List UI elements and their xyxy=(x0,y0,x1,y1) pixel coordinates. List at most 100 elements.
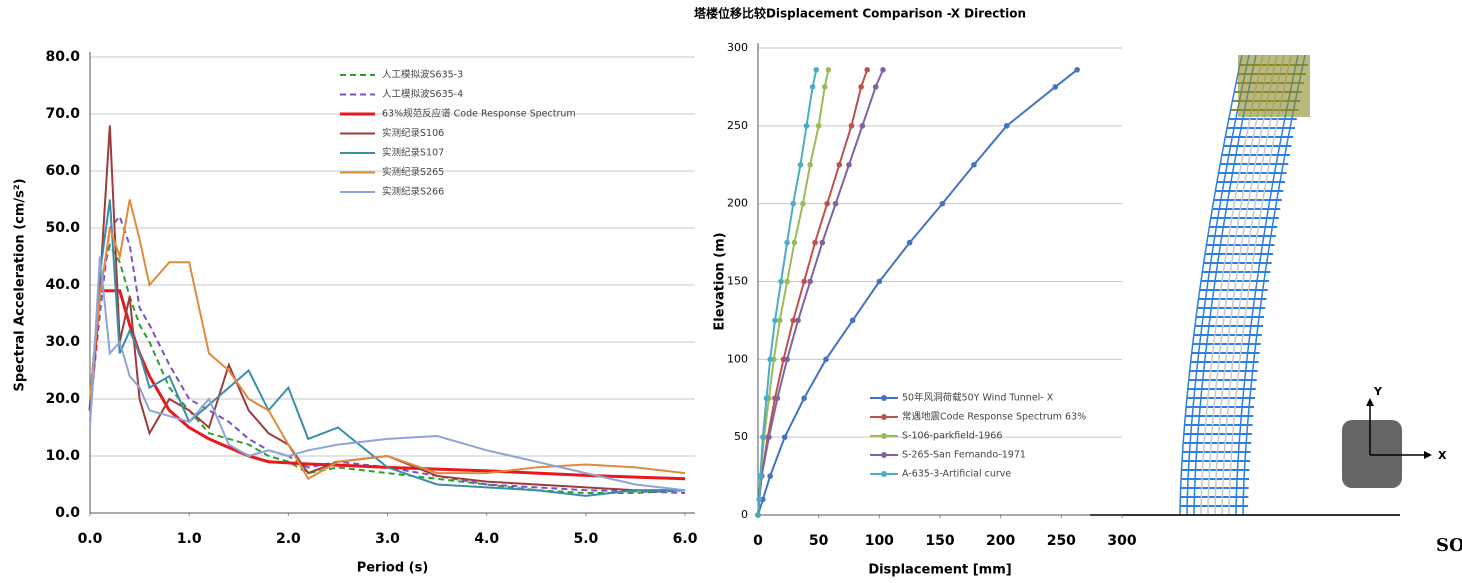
point-marker xyxy=(784,240,790,246)
legend-label: 人工模拟波S635-4 xyxy=(382,88,463,100)
legend-label: A-635-3-Artificial curve xyxy=(902,469,1011,480)
y-axis-label: Elevation (m) xyxy=(713,232,728,330)
y-tick-label: 200 xyxy=(727,197,748,210)
y-axis-label: Spectral Acceleration (cm/s²) xyxy=(13,178,28,391)
point-marker xyxy=(824,201,830,207)
point-marker xyxy=(775,395,781,401)
x-tick-label: 2.0 xyxy=(276,531,301,547)
y-tick-label: 100 xyxy=(727,352,748,365)
x-tick-label: 6.0 xyxy=(673,531,698,547)
point-marker xyxy=(792,240,798,246)
point-marker xyxy=(940,201,946,207)
legend-marker xyxy=(881,433,887,439)
legend-marker xyxy=(881,414,887,420)
y-tick-label: 250 xyxy=(727,119,748,132)
legend-marker xyxy=(881,395,887,401)
legend-label: 实测纪录S265 xyxy=(382,166,444,178)
y-tick-label: 60.0 xyxy=(45,163,80,179)
point-marker xyxy=(877,279,883,285)
legend-label: 实测纪录S107 xyxy=(382,147,444,159)
series-line xyxy=(90,200,685,479)
point-marker xyxy=(822,84,828,90)
plan-icon: Y X xyxy=(1342,385,1447,488)
legend-label: 50年风洞荷载50Y Wind Tunnel- X xyxy=(902,392,1054,404)
point-marker xyxy=(823,357,829,363)
point-marker xyxy=(816,123,822,129)
series-line xyxy=(758,70,828,515)
point-marker xyxy=(767,357,773,363)
series-line xyxy=(90,291,685,479)
point-marker xyxy=(790,318,796,324)
point-marker xyxy=(873,84,879,90)
x-tick-label: 3.0 xyxy=(375,531,400,547)
chart-title: 塔楼位移比较Displacement Comparison -X Directi… xyxy=(694,6,1026,21)
y-tick-label: 80.0 xyxy=(45,49,80,65)
point-marker xyxy=(800,201,806,207)
point-marker xyxy=(755,512,761,518)
x-tick-label: 50 xyxy=(809,533,829,549)
y-tick-label: 30.0 xyxy=(45,334,80,350)
series-line xyxy=(758,70,867,515)
point-marker xyxy=(833,201,839,207)
point-marker xyxy=(971,162,977,168)
page: Y X SO 0.010.020.030.040.050.060.070.080… xyxy=(0,0,1462,579)
point-marker xyxy=(795,318,801,324)
x-axis-label: Displacement [mm] xyxy=(868,563,1011,578)
y-tick-label: 40.0 xyxy=(45,277,80,293)
point-marker xyxy=(782,434,788,440)
point-marker xyxy=(880,67,886,73)
logo: SO xyxy=(1436,535,1462,556)
crown xyxy=(1238,55,1310,117)
x-tick-label: 200 xyxy=(986,533,1015,549)
point-marker xyxy=(850,318,856,324)
point-marker xyxy=(778,279,784,285)
plan-section xyxy=(1342,420,1402,488)
legend-label: 人工模拟波S635-3 xyxy=(382,69,463,81)
point-marker xyxy=(766,434,772,440)
y-tick-label: 20.0 xyxy=(45,391,80,407)
point-marker xyxy=(804,123,810,129)
legend-marker xyxy=(881,452,887,458)
point-marker xyxy=(849,123,855,129)
point-marker xyxy=(801,279,807,285)
x-tick-label: 4.0 xyxy=(474,531,499,547)
column-line xyxy=(1243,55,1305,515)
x-tick-label: 5.0 xyxy=(573,531,598,547)
point-marker xyxy=(807,279,813,285)
point-marker xyxy=(1052,84,1058,90)
point-marker xyxy=(756,497,762,503)
point-marker xyxy=(801,395,807,401)
y-tick-label: 150 xyxy=(727,275,748,288)
series-line xyxy=(90,125,685,490)
point-marker xyxy=(767,473,773,479)
x-tick-label: 150 xyxy=(925,533,954,549)
point-marker xyxy=(807,162,813,168)
x-tick-label: 100 xyxy=(865,533,894,549)
y-tick-label: 300 xyxy=(727,41,748,54)
point-marker xyxy=(798,162,804,168)
legend-label: 实测纪录S266 xyxy=(382,186,444,198)
legend-label: 实测纪录S106 xyxy=(382,127,444,139)
x-axis-label: Period (s) xyxy=(357,561,429,576)
series-line xyxy=(90,217,685,493)
y-tick-label: 50 xyxy=(734,430,748,443)
point-marker xyxy=(790,201,796,207)
y-tick-label: 0.0 xyxy=(55,505,80,521)
y-tick-label: 50.0 xyxy=(45,220,80,236)
point-marker xyxy=(1074,67,1080,73)
point-marker xyxy=(777,318,783,324)
point-marker xyxy=(864,67,870,73)
point-marker xyxy=(772,318,778,324)
x-tick-label: 300 xyxy=(1107,533,1136,549)
point-marker xyxy=(820,240,826,246)
point-marker xyxy=(813,67,819,73)
point-marker xyxy=(860,123,866,129)
x-tick-label: 1.0 xyxy=(177,531,202,547)
point-marker xyxy=(1004,123,1010,129)
point-marker xyxy=(826,67,832,73)
point-marker xyxy=(812,240,818,246)
point-marker xyxy=(764,395,770,401)
axis-label: X xyxy=(1438,449,1447,462)
point-marker xyxy=(784,357,790,363)
legend-label: 63%规范反应谱 Code Response Spectrum xyxy=(382,108,576,120)
